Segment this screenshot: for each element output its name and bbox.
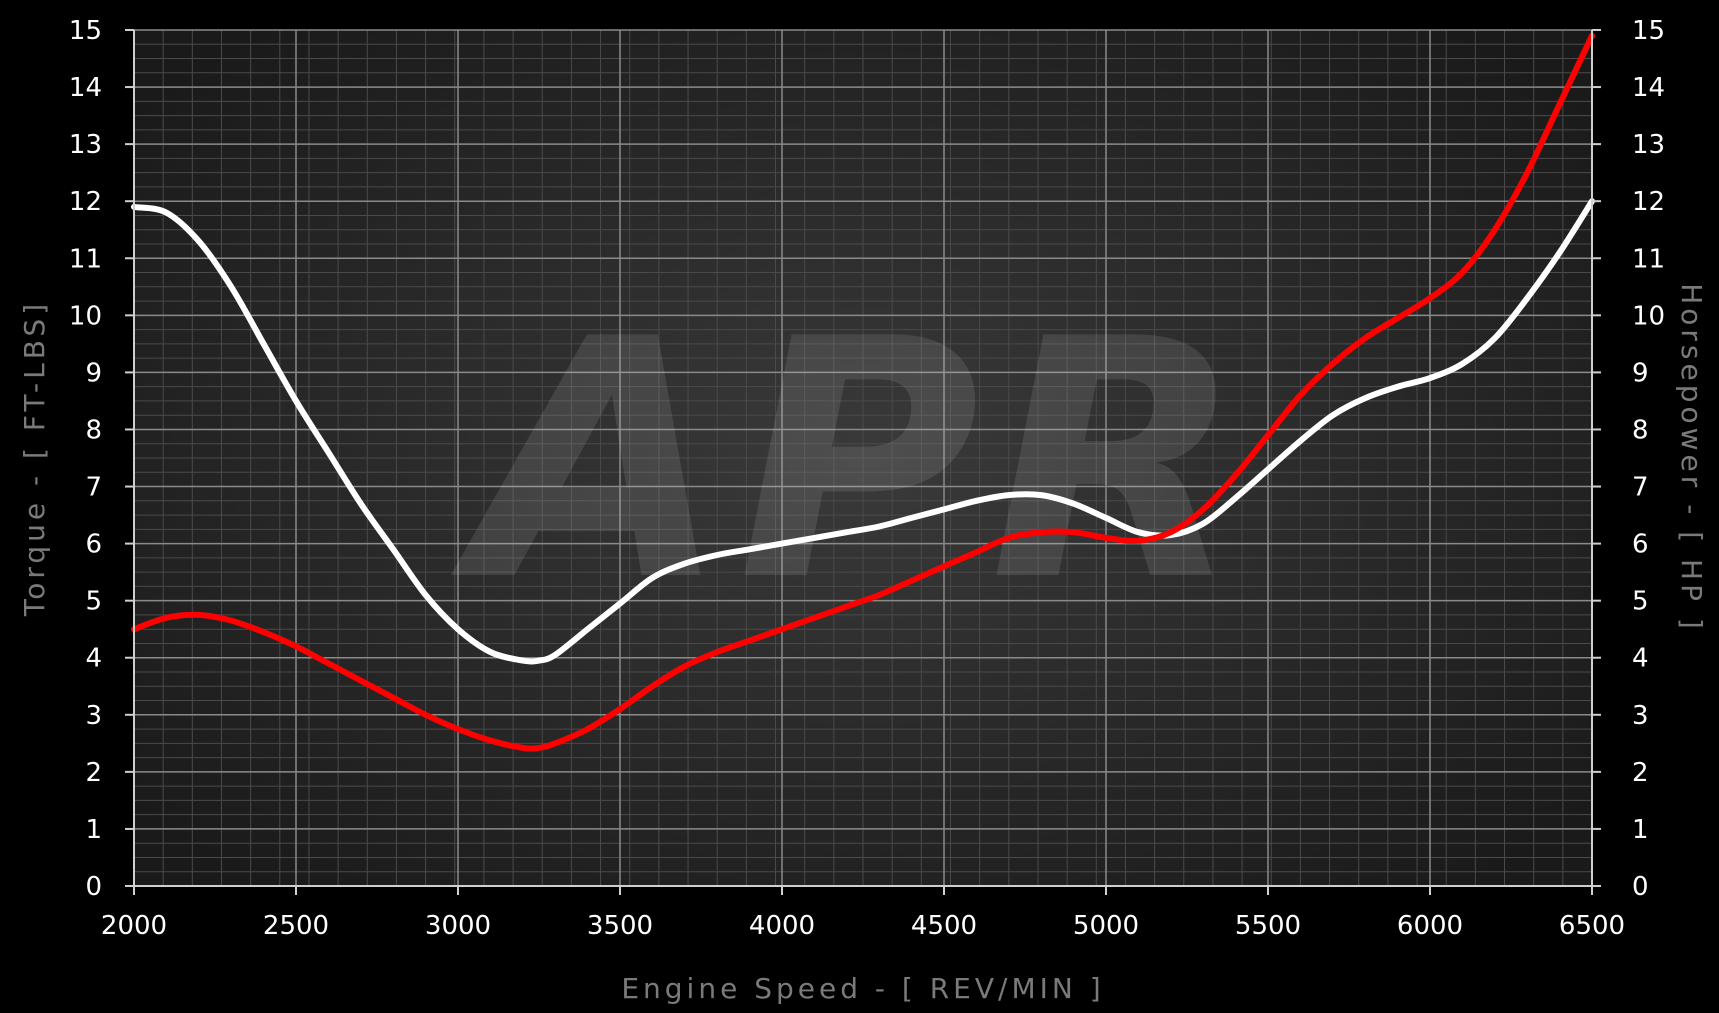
y-tick-label-right: 2	[1632, 758, 1649, 788]
y-tick-label-right: 3	[1632, 701, 1649, 731]
y-tick-label-left: 11	[69, 244, 102, 274]
x-tick-label: 5000	[1073, 911, 1139, 941]
y-tick-label-left: 14	[69, 73, 102, 103]
x-tick-label: 3500	[587, 911, 653, 941]
y-axis-title-right: Horsepower - [ HP ]	[1675, 283, 1708, 633]
y-tick-label-left: 13	[69, 130, 102, 160]
y-tick-label-left: 9	[85, 358, 102, 388]
y-tick-label-right: 15	[1632, 16, 1665, 46]
y-tick-label-right: 4	[1632, 644, 1649, 674]
y-tick-label-right: 7	[1632, 473, 1649, 503]
y-tick-label-left: 4	[85, 644, 102, 674]
y-tick-label-right: 5	[1632, 587, 1649, 617]
y-tick-label-left: 7	[85, 473, 102, 503]
series-line-white	[131, 198, 1595, 665]
x-tick-label: 3000	[425, 911, 491, 941]
x-tick-label: 2500	[263, 911, 329, 941]
x-tick-label: 5500	[1235, 911, 1301, 941]
y-tick-label-right: 6	[1632, 530, 1649, 560]
y-tick-label-right: 0	[1632, 872, 1649, 902]
series-line-red	[131, 32, 1595, 752]
y-axis-title-left: Torque - [ FT-LBS]	[18, 300, 51, 617]
y-tick-label-left: 15	[69, 16, 102, 46]
y-tick-label-right: 8	[1632, 415, 1649, 445]
x-tick-label: 4500	[911, 911, 977, 941]
y-tick-label-left: 6	[85, 530, 102, 560]
y-tick-label-left: 10	[69, 301, 102, 331]
x-tick-label: 2000	[101, 911, 167, 941]
y-tick-label-right: 1	[1632, 815, 1649, 845]
y-tick-label-right: 13	[1632, 130, 1665, 160]
y-tick-label-left: 12	[69, 187, 102, 217]
y-tick-label-right: 12	[1632, 187, 1665, 217]
y-tick-label-right: 11	[1632, 244, 1665, 274]
y-tick-label-right: 10	[1632, 301, 1665, 331]
watermark-logo: APR	[447, 269, 1254, 653]
y-tick-label-left: 8	[85, 415, 102, 445]
x-tick-label: 6500	[1559, 911, 1625, 941]
x-tick-label: 6000	[1397, 911, 1463, 941]
x-tick-label: 4000	[749, 911, 815, 941]
x-axis-title: Engine Speed - [ REV/MIN ]	[621, 972, 1104, 1005]
y-tick-label-left: 1	[85, 815, 102, 845]
y-tick-label-left: 0	[85, 872, 102, 902]
y-tick-label-left: 3	[85, 701, 102, 731]
y-tick-label-left: 2	[85, 758, 102, 788]
y-tick-label-left: 5	[85, 587, 102, 617]
y-tick-label-right: 9	[1632, 358, 1649, 388]
y-tick-label-right: 14	[1632, 73, 1665, 103]
